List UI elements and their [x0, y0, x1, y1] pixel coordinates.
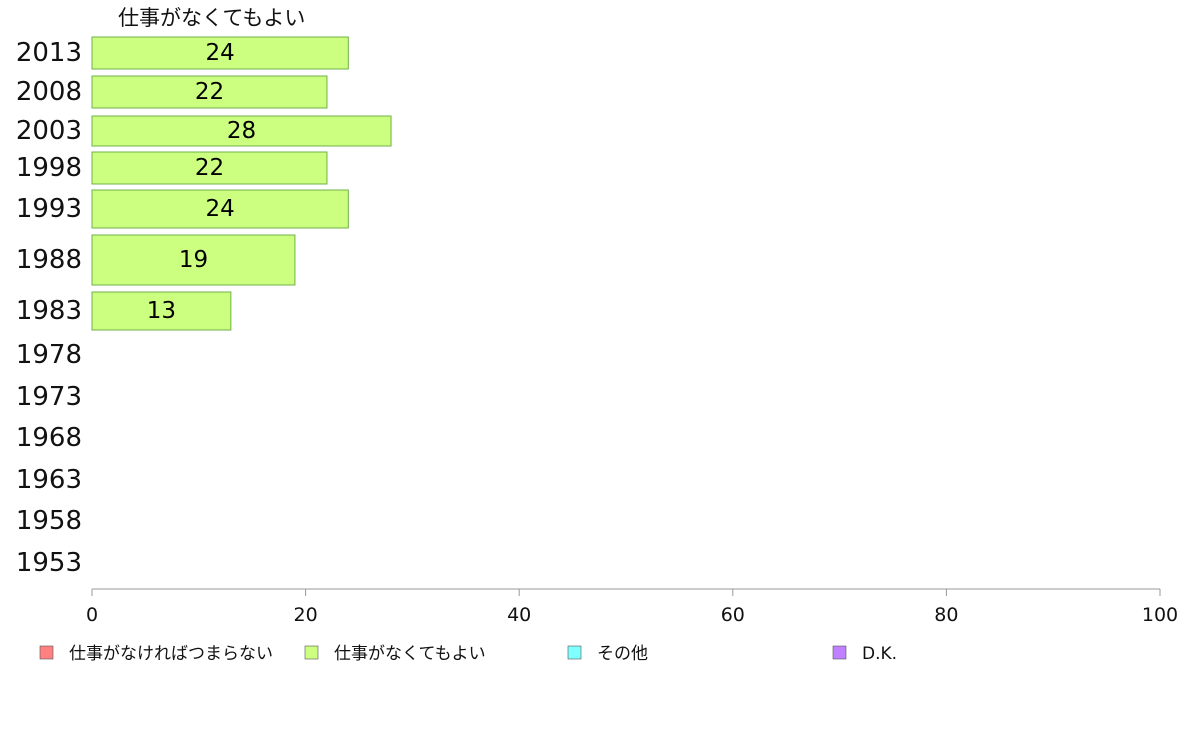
x-tick-label-40: 40 [507, 604, 531, 626]
y-label-1998: 1998 [16, 153, 82, 183]
x-tick-label-100: 100 [1142, 604, 1178, 626]
series-title: 仕事がなくてもよい [118, 6, 305, 30]
bar-1983 [91, 291, 232, 331]
legend-label-2: その他 [597, 644, 648, 664]
bar-1993 [91, 189, 349, 229]
bar-label-1988: 19 [179, 247, 208, 273]
bar-1998 [91, 151, 328, 185]
legend-swatch-3 [832, 645, 847, 660]
y-label-1958: 1958 [16, 506, 82, 536]
legend-label-3: D.K. [862, 644, 897, 664]
x-tick-label-20: 20 [294, 604, 318, 626]
legend-swatch-2 [567, 645, 582, 660]
y-label-1983: 1983 [16, 296, 82, 326]
bar-label-2003: 28 [227, 118, 256, 144]
y-label-2008: 2008 [16, 77, 82, 107]
y-label-1993: 1993 [16, 194, 82, 224]
bar-label-1993: 24 [206, 196, 235, 222]
bar-label-2013: 24 [206, 40, 235, 66]
bar-2003 [91, 115, 392, 147]
bar-2013 [91, 36, 349, 70]
bar-label-1983: 13 [147, 298, 176, 324]
bar-1988 [91, 234, 296, 286]
bar-label-1998: 22 [195, 155, 224, 181]
y-label-1963: 1963 [16, 465, 82, 495]
bar-2008 [91, 75, 328, 109]
y-label-2003: 2003 [16, 116, 82, 146]
x-tick-label-60: 60 [721, 604, 745, 626]
x-axis-ticks: 0 20 40 60 80 100 [86, 589, 1178, 626]
legend: 仕事がなければつまらない 仕事がなくてもよい その他 D.K. [39, 644, 897, 664]
y-label-1988: 1988 [16, 245, 82, 275]
y-label-2013: 2013 [16, 38, 82, 68]
x-tick-label-0: 0 [86, 604, 98, 626]
bar-label-2008: 22 [195, 79, 224, 105]
legend-label-0: 仕事がなければつまらない [69, 644, 273, 664]
legend-swatch-1 [304, 645, 319, 660]
y-label-1973: 1973 [16, 382, 82, 412]
legend-swatch-0 [39, 645, 54, 660]
legend-label-1: 仕事がなくてもよい [334, 644, 486, 664]
y-axis-labels: 2013 2008 2003 1998 1993 1988 1983 1978 1973 1968… [16, 38, 82, 578]
y-label-1953: 1953 [16, 548, 82, 578]
y-label-1978: 1978 [16, 340, 82, 370]
x-tick-label-80: 80 [934, 604, 958, 626]
y-label-1968: 1968 [16, 423, 82, 453]
